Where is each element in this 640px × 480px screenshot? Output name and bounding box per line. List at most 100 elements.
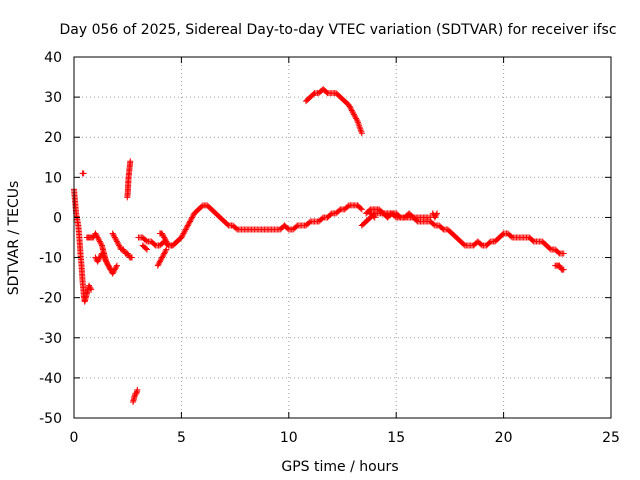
y-tick-label: 30 [44,90,62,106]
data-point [113,263,120,270]
data-point [103,258,110,265]
data-point [99,251,106,258]
data-point [293,223,300,230]
data-point [111,266,118,273]
data-point [557,263,564,270]
data-point [508,233,515,240]
data-point [88,286,95,293]
data-point [116,243,123,250]
data-point [432,213,439,220]
y-tick-label: -50 [39,411,62,427]
data-point [98,250,105,257]
data-point [111,233,118,240]
series-seg-f [124,158,134,201]
data-point [352,114,359,121]
data-point [187,217,194,224]
data-point [101,255,108,262]
data-point [86,282,93,289]
data-point [319,215,326,222]
data-point [103,259,110,266]
data-point [104,261,111,268]
data-point [110,231,117,238]
series-seg-d [92,250,120,277]
series-seg-h [135,202,365,249]
data-point [93,233,100,240]
data-point [159,230,166,237]
series-seg-l [302,86,365,137]
data-point [345,102,352,109]
plot-frame [73,56,612,419]
data-point [560,266,567,273]
data-point [112,265,119,272]
data-point [284,225,291,232]
data-point [120,246,127,253]
data-point [154,262,161,269]
data-point [486,239,493,246]
data-point [112,235,119,242]
y-tick-label: -20 [39,291,62,307]
chart-title: Day 056 of 2025, Sidereal Day-to-day VTE… [59,22,616,38]
data-point [186,219,193,226]
y-tick-label: -10 [39,251,62,267]
data-point [177,235,184,242]
data-point [178,234,185,241]
data-point [310,91,317,98]
data-point [101,254,108,261]
data-point [162,247,169,254]
data-point [102,257,109,264]
data-point [116,242,123,249]
x-tick-label: 20 [495,430,513,446]
data-point [96,238,103,245]
data-point [86,283,93,290]
data-point [162,237,169,244]
data-point [134,386,141,393]
data-point [560,250,567,257]
data-point [529,237,536,244]
series-seg-k [156,230,185,249]
data-point [460,241,467,248]
data-point [555,249,562,256]
y-tick-label: -40 [39,371,62,387]
data-point [113,237,120,244]
x-tick-label: 25 [602,430,620,446]
data-point [95,257,102,264]
data-point [188,215,195,222]
data-point [161,250,168,257]
data-point [94,234,101,241]
data-point [156,258,163,265]
data-point [161,235,168,242]
data-point [306,219,313,226]
data-point [110,269,117,276]
series-seg-p [429,210,441,221]
data-point [182,226,189,233]
data-point [371,214,378,221]
y-axis-label: SDTVAR / TECUs [6,181,22,296]
data-point [349,108,356,115]
data-point [478,241,485,248]
data-point [186,218,193,225]
y-tick-label: 20 [44,130,62,146]
data-point [198,203,205,210]
x-tick-label: 10 [280,430,298,446]
data-point [439,225,446,232]
x-axis-label: GPS time / hours [281,459,398,475]
series-seg-q [552,262,567,273]
data-point [105,262,112,269]
data-point [80,170,87,177]
data-point [160,233,167,240]
y-tick-label: -30 [39,331,62,347]
data-point [346,103,353,110]
data-point [430,221,437,228]
data-point [142,245,149,252]
data-point [109,230,116,237]
data-point [111,234,118,241]
series-seg-i [139,242,151,253]
data-point [181,227,188,234]
data-point [348,106,355,113]
data-point [433,211,440,218]
data-point [546,245,553,252]
data-point [351,112,358,119]
data-point [189,213,196,220]
data-point [159,253,166,260]
data-point [109,270,116,277]
